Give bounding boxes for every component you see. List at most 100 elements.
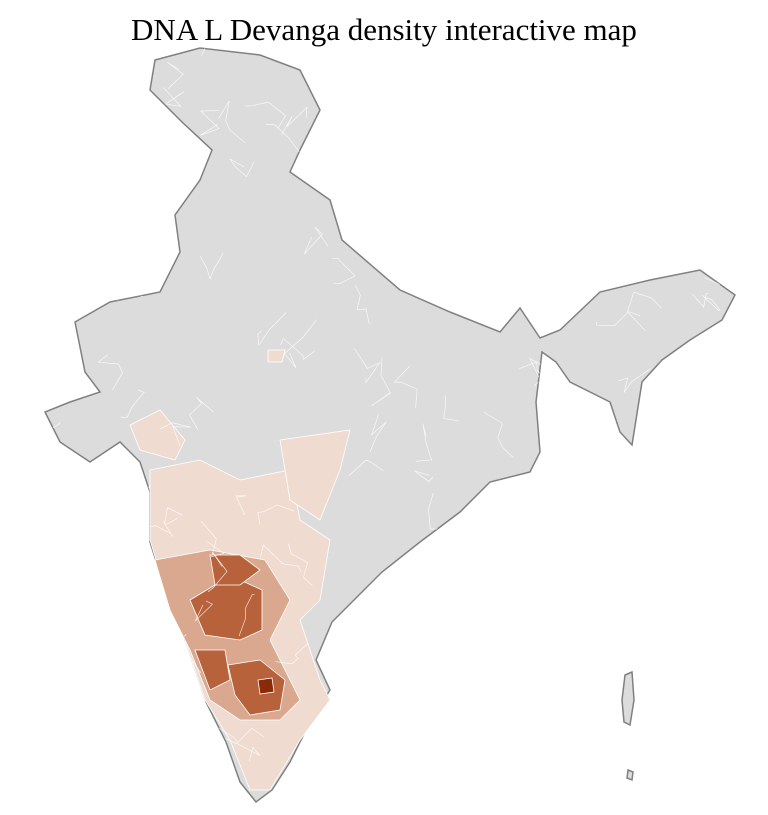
district-line bbox=[701, 294, 721, 312]
district-line bbox=[405, 57, 419, 90]
district-line bbox=[484, 712, 505, 740]
district-line bbox=[122, 165, 170, 178]
district-region-level-1[interactable] bbox=[279, 429, 351, 521]
district-line bbox=[91, 174, 124, 208]
district-line bbox=[712, 128, 734, 168]
district-line bbox=[136, 183, 147, 208]
district-line bbox=[453, 754, 491, 769]
district-line bbox=[229, 158, 255, 178]
district-line bbox=[354, 348, 381, 384]
district-line bbox=[587, 622, 614, 676]
district-line bbox=[120, 591, 139, 613]
district-line bbox=[481, 744, 515, 758]
district-region-level-1[interactable] bbox=[129, 409, 186, 461]
district-line bbox=[200, 520, 225, 558]
district-line bbox=[257, 504, 295, 525]
district-line bbox=[281, 106, 308, 135]
district-line bbox=[595, 311, 646, 332]
nicobar-islands[interactable] bbox=[626, 768, 634, 782]
district-line bbox=[724, 604, 735, 618]
district-line bbox=[671, 137, 696, 170]
district-line bbox=[348, 460, 384, 477]
district-line bbox=[661, 150, 700, 174]
district-line bbox=[635, 707, 657, 729]
district-line bbox=[639, 404, 676, 430]
andaman-islands[interactable] bbox=[621, 670, 635, 727]
district-line bbox=[638, 578, 658, 606]
district-line bbox=[194, 600, 213, 622]
district-line bbox=[369, 414, 387, 452]
district-line bbox=[218, 100, 246, 143]
district-line bbox=[225, 738, 261, 762]
district-region-level-3[interactable] bbox=[209, 554, 261, 586]
district-line bbox=[200, 109, 220, 136]
district-line bbox=[61, 173, 83, 218]
district-line bbox=[362, 48, 378, 80]
district-line bbox=[303, 226, 329, 255]
district-line bbox=[97, 354, 123, 391]
district-line bbox=[536, 508, 572, 540]
district-line bbox=[421, 137, 468, 149]
district-line bbox=[159, 422, 192, 446]
district-line bbox=[45, 422, 61, 445]
district-line bbox=[617, 368, 651, 393]
district-line bbox=[471, 610, 507, 653]
district-line bbox=[342, 687, 363, 706]
district-line bbox=[550, 148, 593, 199]
district-line bbox=[284, 319, 317, 369]
district-line bbox=[215, 725, 265, 744]
district-line bbox=[482, 260, 511, 281]
district-line bbox=[126, 48, 156, 62]
district-line bbox=[332, 257, 356, 284]
district-line bbox=[99, 61, 115, 97]
district-line bbox=[684, 611, 701, 638]
district-line bbox=[94, 502, 127, 521]
district-line bbox=[547, 116, 577, 143]
district-line bbox=[393, 365, 418, 408]
district-region-level-1[interactable] bbox=[267, 349, 286, 363]
district-line bbox=[534, 728, 555, 754]
district-line bbox=[348, 59, 386, 90]
district-line bbox=[616, 599, 638, 631]
district-region-level-4[interactable] bbox=[257, 677, 275, 695]
district-line bbox=[602, 604, 624, 633]
district-line bbox=[692, 293, 709, 308]
district-line bbox=[95, 156, 107, 205]
district-line bbox=[139, 220, 173, 233]
district-line bbox=[63, 92, 99, 109]
district-line bbox=[365, 217, 406, 237]
district-line bbox=[414, 470, 434, 483]
district-line bbox=[109, 604, 145, 635]
district-line bbox=[287, 543, 313, 586]
district-line bbox=[452, 615, 506, 639]
district-line bbox=[507, 200, 538, 235]
district-line bbox=[490, 128, 525, 160]
district-line bbox=[701, 48, 717, 58]
district-line bbox=[61, 62, 87, 78]
district-line bbox=[523, 134, 552, 153]
district-line bbox=[644, 221, 657, 258]
district-line bbox=[734, 354, 735, 383]
district-line bbox=[443, 395, 460, 422]
district-line bbox=[595, 49, 635, 63]
district-line bbox=[163, 87, 185, 107]
district-line bbox=[128, 557, 148, 597]
district-line bbox=[120, 593, 139, 640]
district-line bbox=[238, 593, 255, 637]
district-region-level-3[interactable] bbox=[194, 649, 231, 691]
district-line bbox=[199, 253, 224, 280]
district-line bbox=[656, 540, 673, 565]
district-line bbox=[627, 291, 663, 317]
district-line bbox=[167, 62, 184, 90]
district-line bbox=[565, 206, 584, 230]
district-line bbox=[235, 495, 247, 515]
district-line bbox=[716, 633, 735, 650]
district-line bbox=[624, 604, 680, 656]
district-line bbox=[260, 544, 302, 573]
district-line bbox=[444, 730, 468, 748]
district-line bbox=[45, 317, 49, 353]
district-region-level-3[interactable] bbox=[227, 659, 286, 716]
district-line bbox=[348, 103, 384, 117]
district-line bbox=[483, 411, 514, 458]
